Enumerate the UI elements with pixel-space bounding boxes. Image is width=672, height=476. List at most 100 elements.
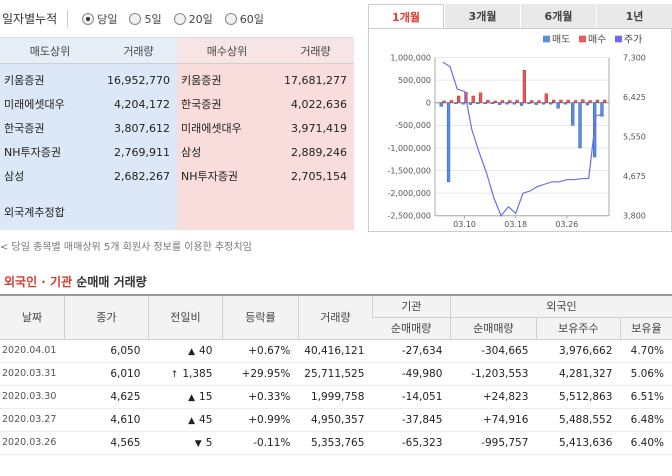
broker-name[interactable]: 키움증권 [4, 74, 45, 87]
radio-label: 당일 [97, 12, 118, 26]
broker-volume: 2,889,246 [291, 145, 347, 159]
sell-bar [439, 102, 443, 107]
buy-bar [559, 99, 563, 104]
cell-foreign-net: +24,823 [450, 385, 537, 409]
trade-chart: 매도 매수 주가 1,000,000 500,000 0 -500,000 -1,000,00… [368, 28, 672, 232]
y-right-tick: 3,800 [623, 212, 646, 221]
cell-inst-net: -14,051 [372, 385, 451, 409]
up-arrow-icon: ▲ [188, 392, 196, 403]
broker-name[interactable]: NH투자증권 [181, 170, 238, 183]
y-left-tick: 500,000 [398, 76, 431, 85]
cell-foreign-net: -1,203,553 [450, 362, 537, 386]
up-arrow-icon: ▲ [188, 415, 196, 426]
period-option-0[interactable]: 당일 [82, 11, 117, 27]
sell-bar [454, 102, 458, 104]
y-right-tick: 5,550 [623, 133, 646, 142]
chart-tab-1[interactable]: 3개월 [444, 4, 520, 28]
broker-name[interactable]: 한국증권 [181, 98, 222, 111]
radio-button[interactable] [224, 12, 237, 25]
cell-foreign-hold: 5,488,552 [536, 408, 621, 432]
cell-foreign-ratio: 6.48% [620, 408, 672, 432]
y-right-tick: 6,425 [623, 93, 646, 102]
radio-label: 60일 [239, 12, 264, 26]
period-option-2[interactable]: 20일 [173, 11, 213, 27]
buy-bar [588, 100, 592, 104]
sell-bar [483, 102, 487, 104]
diff-value: 5 [205, 436, 213, 449]
cell-volume: 4,950,357 [298, 408, 373, 432]
legend-swatch-price [615, 35, 622, 43]
cell-inst-net: -65,323 [372, 431, 451, 455]
x-tick-label: 03.18 [504, 220, 527, 229]
sell-bar [585, 102, 589, 106]
broker-name[interactable]: 삼성 [4, 170, 25, 183]
period-option-1[interactable]: 5일 [129, 11, 162, 27]
radio-button[interactable] [129, 12, 142, 25]
radio-button[interactable] [173, 12, 186, 25]
cell-foreign-ratio: 4.70% [620, 339, 672, 363]
th-foreign: 외국인 [449, 295, 672, 318]
sell-bar [512, 102, 516, 105]
cell-foreign-net: +74,916 [450, 408, 537, 432]
y-left-tick: -2,500,000 [387, 212, 431, 221]
period-option-3[interactable]: 60일 [224, 11, 264, 27]
th-diff: 전일비 [147, 295, 223, 340]
buy-bar [457, 95, 461, 104]
foreign-estimate-label: 외국계추정합 [4, 206, 65, 219]
buy-broker-row: 미래에셋대우 3,971,419 [177, 116, 354, 140]
broker-name[interactable]: 미래에셋대우 [4, 98, 65, 111]
buy-broker-row: NH투자증권 2,705,154 [177, 164, 354, 188]
cell-date: 2020.03.30 [0, 385, 65, 409]
broker-volume: 16,952,770 [107, 73, 170, 87]
broker-name[interactable]: 삼성 [181, 146, 202, 159]
chart-tab-2[interactable]: 6개월 [520, 4, 596, 28]
th-foreign-ratio: 보유율 [619, 317, 672, 340]
cell-date: 2020.04.01 [0, 339, 65, 363]
sell-header-label: 매도상위 [29, 44, 71, 58]
chart-tab-0[interactable]: 1개월 [368, 4, 444, 28]
section-title-rest: 순매매 거래량 [72, 275, 147, 289]
broker-ranking: 매도상위 거래량 키움증권 16,952,770 미래에셋대우 4,204,172 한국… [0, 38, 354, 230]
broker-name[interactable]: 미래에셋대우 [181, 122, 242, 135]
sell-bar [578, 102, 582, 149]
cell-foreign-net: -995,757 [450, 431, 537, 455]
y-left-tick: -1,500,000 [387, 167, 431, 176]
diff-value: 15 [199, 390, 213, 403]
cell-foreign-hold: 5,512,863 [536, 385, 621, 409]
buy-bar [478, 92, 483, 104]
cell-volume: 1,999,758 [298, 385, 373, 409]
sell-header: 매도상위 거래량 [0, 38, 177, 64]
buy-bar [530, 100, 534, 104]
buy-bar [515, 99, 519, 104]
cell-volume: 40,416,121 [298, 339, 373, 363]
y-left-tick: -2,000,000 [387, 189, 431, 198]
broker-name[interactable]: 한국증권 [4, 122, 45, 135]
period-title: 일자별누적 [2, 12, 58, 26]
sell-top-column: 매도상위 거래량 키움증권 16,952,770 미래에셋대우 4,204,172 한국… [0, 38, 177, 230]
cell-rate: +0.67% [222, 339, 299, 363]
buy-broker-row: 삼성 2,889,246 [177, 140, 354, 164]
broker-name[interactable]: NH투자증권 [4, 146, 61, 159]
sell-volume-header: 거래량 [123, 44, 154, 58]
chart-tab-3[interactable]: 1년 [596, 4, 672, 28]
sell-bar [468, 102, 473, 105]
th-date: 날짜 [0, 295, 65, 340]
cell-date: 2020.03.26 [0, 431, 65, 455]
buy-bar [486, 99, 490, 104]
radio-button[interactable] [82, 12, 95, 25]
period-selector: 일자별누적 당일 5일 20일 60일 [0, 0, 354, 38]
cell-inst-net: -49,980 [372, 362, 451, 386]
th-foreign-hold: 보유주수 [535, 317, 621, 340]
diff-value: 1,385 [182, 367, 213, 380]
buy-bar [581, 99, 585, 104]
buy-header: 매수상위 거래량 [177, 38, 354, 64]
buy-bar [595, 99, 600, 104]
cell-date: 2020.03.27 [0, 408, 65, 432]
buy-top-column: 매수상위 거래량 키움증권 17,681,277 한국증권 4,022,636 미래에셋… [177, 38, 354, 230]
buy-bar [573, 100, 578, 104]
buy-bar [508, 100, 512, 104]
th-close: 종가 [63, 295, 149, 340]
broker-name[interactable]: 키움증권 [181, 74, 222, 87]
buy-bar [493, 100, 497, 104]
cell-rate: +0.33% [222, 385, 299, 409]
